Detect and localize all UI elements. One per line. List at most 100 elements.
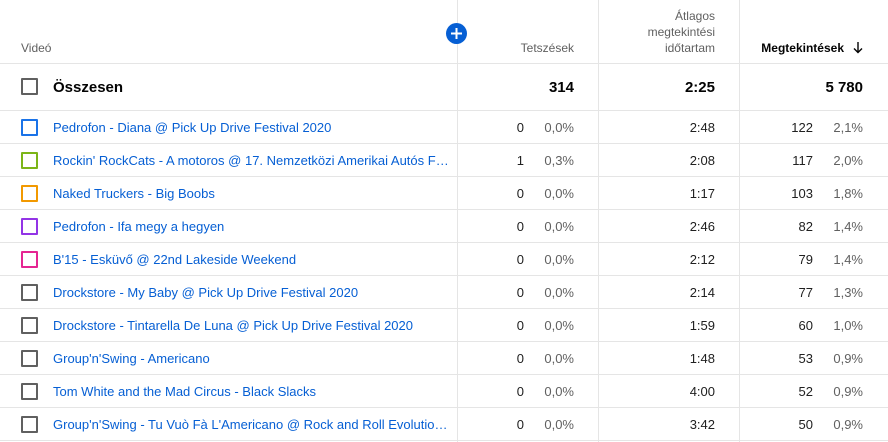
row-divider [0,275,888,276]
video-title-link[interactable]: Pedrofon - Ifa megy a hegyen [53,219,225,234]
video-title-link[interactable]: Group'n'Swing - Tu Vuò Fà L'Americano @ … [53,417,450,432]
video-title-link[interactable]: Rockin' RockCats - A motoros @ 17. Nemze… [53,153,450,168]
row-likes: 0 [516,219,524,234]
row-likes: 0 [516,417,524,432]
row-likes: 0 [516,186,524,201]
row-divider [0,143,888,144]
likes-column-label: Tetszések [520,41,574,55]
total-likes: 314 [548,79,574,96]
total-views: 5 780 [825,79,863,96]
row-divider [0,374,888,375]
row-checkbox[interactable] [21,284,38,301]
views-label-text: Megtekintések [761,41,844,55]
row-likes: 0 [516,351,524,366]
views-column-label: Megtekintések [761,41,863,55]
row-divider [0,308,888,309]
row-views: 77 [798,285,813,300]
column-divider [457,0,458,442]
header-avg-duration[interactable]: Átlagos megtekintési időtartam [599,0,740,63]
row-views-pct: 1,4% [833,252,863,267]
video-title-link[interactable]: Drockstore - Tintarella De Luna @ Pick U… [53,318,414,333]
row-views-pct: 0,9% [833,417,863,432]
row-avg-duration: 2:08 [689,153,715,168]
row-checkbox[interactable] [21,350,38,367]
plus-icon [451,28,462,39]
row-views-pct: 1,8% [833,186,863,201]
video-title-link[interactable]: Drockstore - My Baby @ Pick Up Drive Fes… [53,285,359,300]
row-likes-pct: 0,0% [544,252,574,267]
total-checkbox[interactable] [21,78,38,95]
row-views-pct: 1,0% [833,318,863,333]
row-checkbox[interactable] [21,251,38,268]
row-views: 82 [798,219,813,234]
video-title-link[interactable]: Naked Truckers - Big Boobs [53,186,215,201]
row-views: 53 [798,351,813,366]
row-divider [0,407,888,408]
row-views: 50 [798,417,813,432]
row-likes-pct: 0,0% [544,120,574,135]
row-likes: 0 [516,318,524,333]
table-row: Group'n'Swing - Americano 0 0,0% 1:48 53 0,9% [0,342,888,375]
row-checkbox[interactable] [21,416,38,433]
row-divider [0,440,888,441]
row-likes-pct: 0,0% [544,351,574,366]
avg-label-line2: megtekintési [647,25,715,39]
row-likes-pct: 0,3% [544,153,574,168]
row-avg-duration: 2:46 [689,219,715,234]
table-row: B'15 - Esküvő @ 22nd Lakeside Weekend 0 0,… [0,243,888,276]
total-avg-duration: 2:25 [684,79,715,96]
row-avg-duration: 2:12 [689,252,715,267]
row-checkbox[interactable] [21,185,38,202]
row-likes-pct: 0,0% [544,186,574,201]
row-avg-duration: 1:17 [689,186,715,201]
row-likes: 0 [516,384,524,399]
video-title-link[interactable]: Tom White and the Mad Circus - Black Sla… [53,384,316,399]
row-checkbox[interactable] [21,383,38,400]
row-likes: 0 [516,120,524,135]
row-avg-duration: 1:48 [689,351,715,366]
row-checkbox[interactable] [21,218,38,235]
row-likes-pct: 0,0% [544,285,574,300]
row-likes: 0 [516,252,524,267]
video-column-label: Videó [21,41,52,55]
video-title-link[interactable]: Pedrofon - Diana @ Pick Up Drive Festiva… [53,120,332,135]
row-divider [0,176,888,177]
row-avg-duration: 1:59 [689,318,715,333]
avg-label-line1: Átlagos [674,9,715,23]
row-views: 52 [798,384,813,399]
add-metric-button[interactable] [446,23,467,44]
row-views: 122 [791,120,813,135]
row-views-pct: 0,9% [833,384,863,399]
row-divider [0,209,888,210]
row-likes-pct: 0,0% [544,318,574,333]
row-views-pct: 1,3% [833,285,863,300]
row-avg-duration: 4:00 [689,384,715,399]
row-views-pct: 0,9% [833,351,863,366]
table-row: Group'n'Swing - Tu Vuò Fà L'Americano @ … [0,408,888,441]
row-checkbox[interactable] [21,317,38,334]
row-views-pct: 2,0% [833,153,863,168]
row-checkbox[interactable] [21,119,38,136]
row-divider [0,341,888,342]
row-likes-pct: 0,0% [544,219,574,234]
video-title-link[interactable]: B'15 - Esküvő @ 22nd Lakeside Weekend [53,252,297,267]
header-likes[interactable]: Tetszések [458,0,599,63]
row-divider [0,242,888,243]
table-row: Naked Truckers - Big Boobs 0 0,0% 1:17 103 1,… [0,177,888,210]
row-checkbox[interactable] [21,152,38,169]
row-views: 60 [798,318,813,333]
header-video: Videó [0,0,458,63]
header-views[interactable]: Megtekintések [740,0,888,63]
table-row: Drockstore - Tintarella De Luna @ Pick U… [0,309,888,342]
video-title-link[interactable]: Group'n'Swing - Americano [53,351,210,366]
row-avg-duration: 3:42 [689,417,715,432]
table-row: Tom White and the Mad Circus - Black Sla… [0,375,888,408]
avg-label-line3: időtartam [664,41,715,55]
row-likes: 0 [516,285,524,300]
row-avg-duration: 2:48 [689,120,715,135]
row-likes-pct: 0,0% [544,417,574,432]
row-views: 103 [791,186,813,201]
table-row: Pedrofon - Diana @ Pick Up Drive Festiva… [0,111,888,144]
total-divider [0,110,888,111]
